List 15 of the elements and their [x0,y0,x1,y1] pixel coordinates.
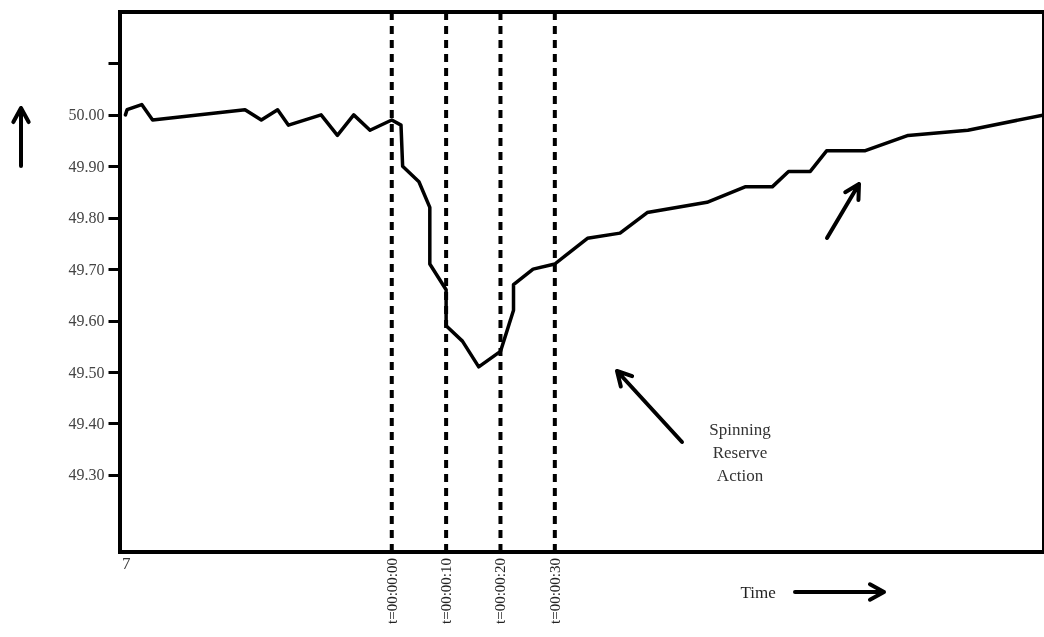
y-tick-label: 49.80 [68,209,105,227]
ref-line-label: t=00:00:30 [546,558,563,624]
annotation: Spinning Reserve Action [709,420,772,485]
text: 7 [122,554,131,573]
ref-line-label: t=00:00:10 [438,558,455,624]
y-tick-label: 49.40 [68,414,105,432]
ref-line-label: t=00:00:20 [492,558,509,624]
y-tick-label: 49.30 [68,466,105,484]
y-tick-label: 49.60 [68,312,105,330]
x-axis-title: Time [740,582,776,602]
y-tick-label: 49.90 [68,157,105,175]
y-tick-label: 49.50 [68,363,105,381]
y-tick-label: 49.70 [68,260,105,278]
y-tick-label: 50.00 [68,106,105,124]
ref-line-label: t=00:00:00 [383,558,400,624]
